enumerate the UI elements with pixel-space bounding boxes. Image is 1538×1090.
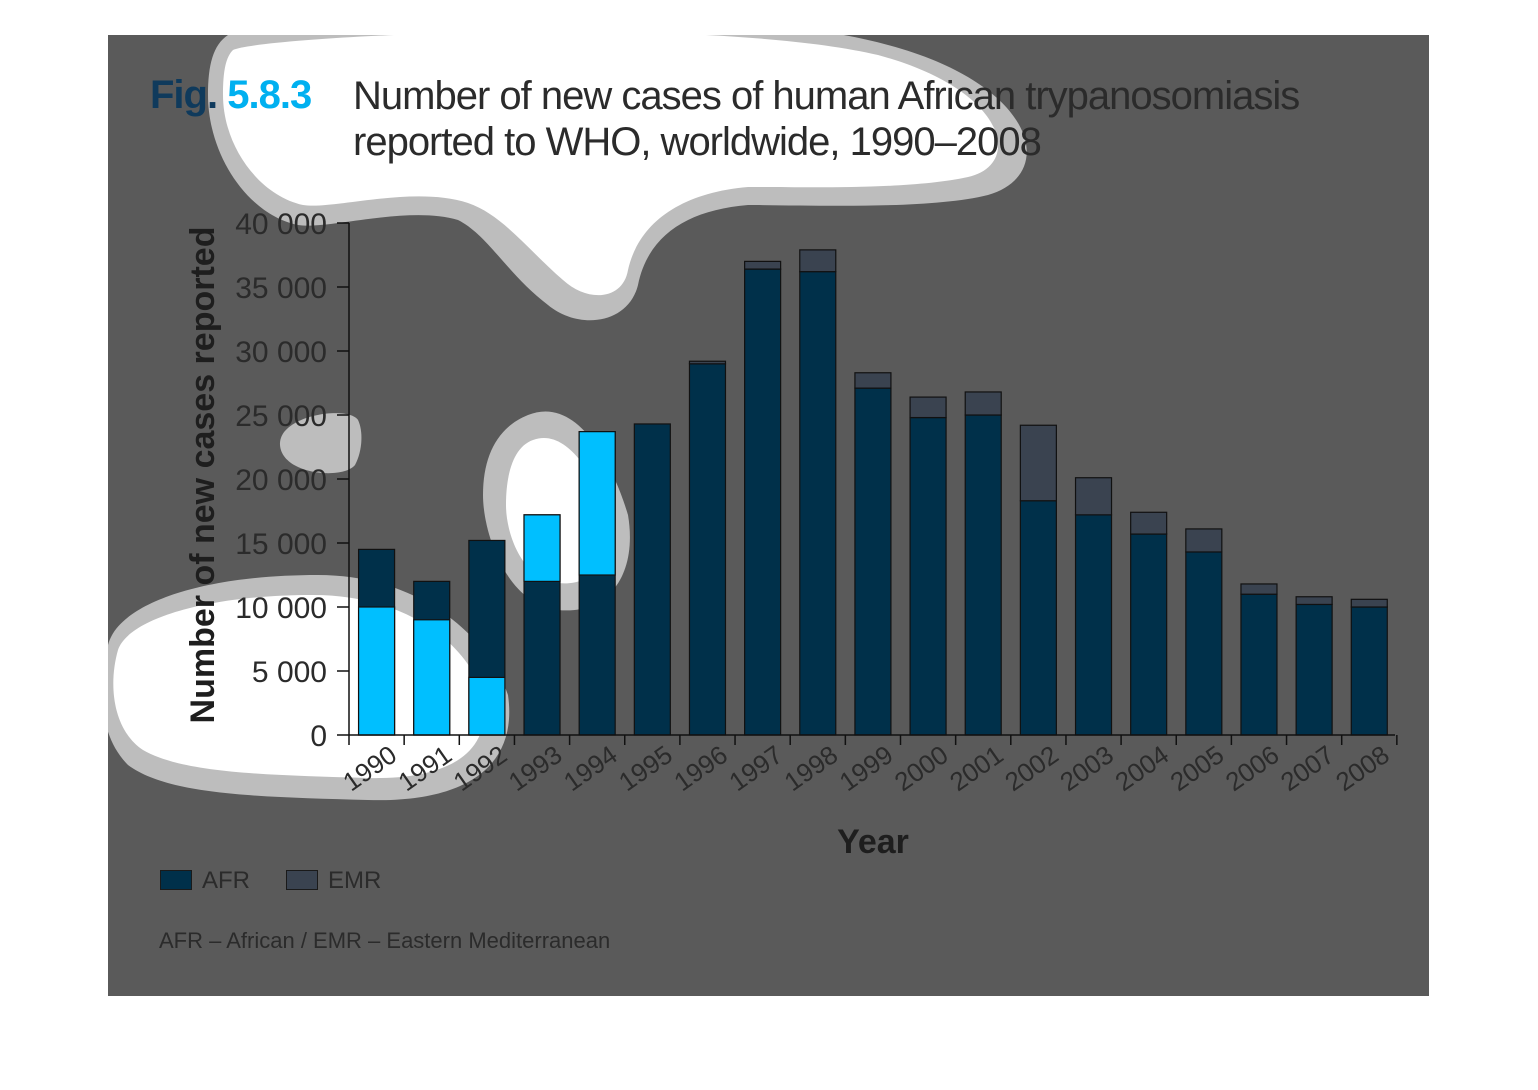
bar-emr-1999: [854, 372, 892, 389]
bar-emr-2006: [1240, 583, 1278, 595]
x-tick-label-1999: 1999: [834, 739, 899, 797]
bar-afr-2006: [1240, 593, 1278, 736]
x-tick-label-2001: 2001: [944, 739, 1009, 797]
x-tick-label-1995: 1995: [613, 739, 678, 797]
y-tick-label-25000: 25 000: [235, 400, 327, 433]
x-tick-label-2008: 2008: [1330, 739, 1395, 797]
bar-afr-1997: [744, 268, 782, 736]
title-highlight-blob: [223, 35, 999, 296]
bar-chart: 0 5 000 10 000 15 000 20 000 25 000 30 000 35 0…: [184, 208, 1398, 861]
bar-afr-1995: [633, 423, 671, 736]
x-tick-label-2005: 2005: [1165, 739, 1230, 797]
x-tick-label-1990: 1990: [337, 739, 402, 797]
bar-emr-2005: [1185, 528, 1223, 553]
bar-emr-2004: [1130, 511, 1168, 535]
bar-afr-2004: [1130, 533, 1168, 736]
bar-highlight-1992: [468, 676, 506, 736]
figure-panel: Fig. 5.8.3 Number of new cases of human …: [108, 35, 1429, 996]
x-tick-label-2006: 2006: [1220, 739, 1285, 797]
y-tick-label-0: 0: [310, 720, 327, 753]
x-tick-label-2000: 2000: [889, 739, 954, 797]
legend-swatch-afr: [160, 870, 192, 890]
x-tick-label-1996: 1996: [668, 739, 733, 797]
bar-afr-2001: [964, 414, 1002, 736]
x-tick-label-2004: 2004: [1110, 739, 1175, 797]
bar-highlight-1994: [578, 431, 616, 576]
bar-emr-1998: [799, 249, 837, 273]
bar-emr-1996: [688, 360, 727, 365]
y-tick-label-35000: 35 000: [235, 272, 327, 305]
x-tick-label-1992: 1992: [448, 739, 513, 797]
chart-title: Number of new cases of human African try…: [353, 74, 1300, 164]
y-tick-label-15000: 15 000: [235, 528, 327, 561]
bar-afr-2002: [1019, 500, 1057, 736]
bar-emr-2007: [1295, 596, 1333, 606]
bar-afr-1996: [688, 363, 727, 736]
bar-highlight-1991: [413, 619, 451, 736]
x-axis-title: Year: [837, 823, 909, 861]
legend-item-afr: AFR: [160, 867, 250, 895]
figure-label: Fig. 5.8.3: [150, 73, 312, 117]
bar-afr-2005: [1185, 551, 1223, 736]
legend-label-emr: EMR: [328, 867, 382, 894]
x-tick-label-2003: 2003: [1054, 739, 1119, 797]
bar-emr-2000: [909, 396, 947, 419]
footnote: AFR – African / EMR – Eastern Mediterran…: [159, 928, 611, 953]
bar-highlight-1990: [357, 606, 396, 736]
y-tick-label-40000: 40 000: [235, 208, 327, 241]
x-tick-label-1993: 1993: [503, 739, 568, 797]
y-tick-label-10000: 10 000: [235, 592, 327, 625]
y-axis-title: Number of new cases reported: [184, 227, 222, 724]
bar-emr-2001: [964, 391, 1002, 416]
bar-highlight-1993: [523, 514, 561, 582]
x-tick-label-1991: 1991: [393, 739, 458, 797]
y-tick-label-5000: 5 000: [252, 656, 327, 689]
small-left-blob-ring: [279, 413, 362, 474]
x-tick-label-1997: 1997: [723, 739, 788, 797]
x-tick-label-1998: 1998: [779, 739, 844, 797]
legend-item-emr: EMR: [286, 867, 381, 895]
legend-swatch-emr: [286, 870, 318, 890]
figure-label-word: Fig.: [150, 73, 218, 117]
bar-emr-2002: [1019, 424, 1057, 502]
legend-label-afr: AFR: [202, 867, 250, 894]
bar-emr-2003: [1074, 477, 1113, 516]
x-tick-label-2007: 2007: [1275, 739, 1340, 797]
figure-label-number: 5.8.3: [227, 73, 312, 117]
x-tick-label-1994: 1994: [558, 739, 623, 797]
bar-afr-1998: [799, 271, 837, 736]
bar-emr-1997: [744, 260, 782, 270]
bar-afr-2007: [1295, 603, 1333, 736]
y-tick-label-20000: 20 000: [235, 464, 327, 497]
bar-emr-2008: [1350, 598, 1388, 608]
y-tick-label-30000: 30 000: [235, 336, 327, 369]
bar-afr-2000: [909, 416, 947, 736]
bar-afr-2008: [1350, 606, 1388, 736]
bar-afr-2003: [1074, 514, 1113, 736]
x-tick-label-2002: 2002: [999, 739, 1064, 797]
bar-afr-1999: [854, 387, 892, 736]
